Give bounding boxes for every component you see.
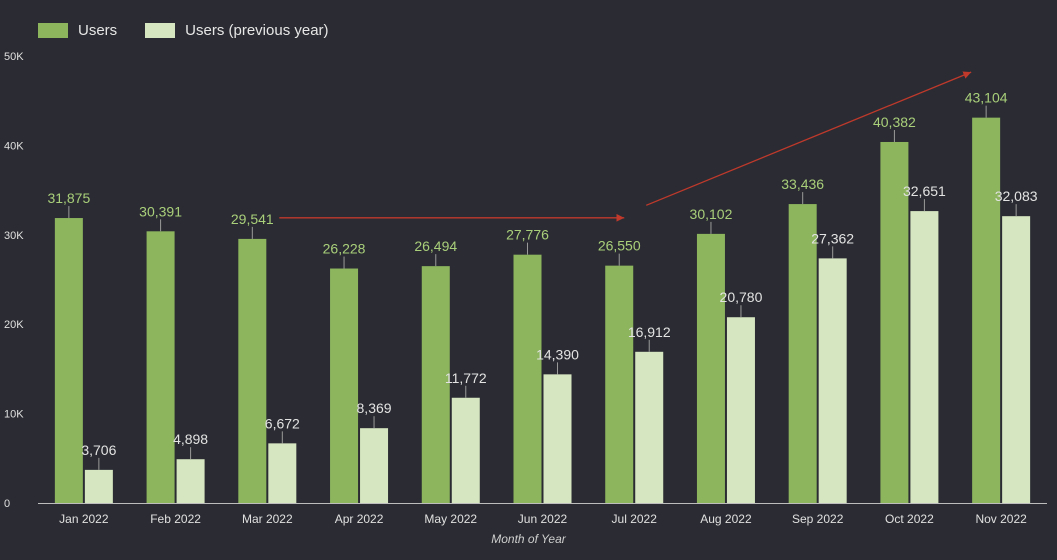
data-label: 33,436	[781, 176, 824, 192]
legend-swatch-users-previous-year	[145, 23, 176, 38]
legend-label-users: Users	[78, 22, 118, 39]
data-label: 43,104	[965, 90, 1008, 106]
y-tick-label: 50K	[4, 51, 24, 63]
data-label: 20,780	[720, 289, 763, 305]
x-axis-title: Month of Year	[491, 532, 566, 546]
bar-users	[421, 266, 450, 503]
data-label: 27,362	[811, 230, 854, 246]
bar-users-previous-year	[360, 428, 389, 503]
bar-users	[605, 265, 634, 503]
x-tick-label: Sep 2022	[792, 512, 844, 526]
legend-label-users-previous-year: Users (previous year)	[185, 22, 329, 39]
y-tick-label: 0	[4, 498, 10, 510]
legend: Users Users (previous year)	[38, 22, 343, 39]
legend-item-users-previous-year[interactable]: Users (previous year)	[145, 22, 329, 39]
bar-users	[238, 238, 267, 504]
bar-users	[146, 231, 175, 504]
y-tick-label: 40K	[4, 140, 24, 152]
data-label: 6,672	[265, 415, 300, 431]
bar-users	[696, 233, 725, 503]
x-tick-label: Oct 2022	[885, 512, 934, 526]
x-tick-label: Jul 2022	[612, 512, 658, 526]
data-label: 11,772	[445, 370, 487, 386]
bar-users-previous-year	[635, 351, 664, 503]
bar-users	[972, 117, 1001, 503]
bar-users	[880, 141, 909, 503]
x-tick-label: Aug 2022	[700, 512, 752, 526]
bar-users-previous-year	[818, 258, 847, 503]
bar-users	[54, 218, 83, 503]
data-label: 26,494	[414, 238, 457, 254]
bar-users	[513, 254, 542, 503]
x-tick-label: Mar 2022	[242, 512, 293, 526]
data-label: 8,369	[357, 400, 392, 416]
data-label: 27,776	[506, 227, 549, 243]
data-label: 32,083	[995, 188, 1038, 204]
data-label: 14,390	[536, 346, 579, 362]
bar-users-previous-year	[176, 459, 205, 503]
data-label: 40,382	[873, 114, 916, 130]
y-tick-label: 30K	[4, 230, 24, 242]
x-tick-label: Apr 2022	[335, 512, 384, 526]
data-label: 4,898	[173, 431, 208, 447]
bar-users-previous-year	[543, 374, 572, 503]
legend-swatch-users	[38, 23, 68, 38]
data-label: 30,102	[690, 206, 733, 222]
bar-users-previous-year	[268, 443, 297, 503]
data-label: 26,228	[323, 241, 366, 257]
bar-users	[788, 204, 817, 503]
x-tick-label: Feb 2022	[150, 512, 201, 526]
bar-users-previous-year	[726, 317, 755, 503]
data-label: 16,912	[628, 324, 671, 340]
y-tick-label: 10K	[4, 409, 24, 421]
data-label: 30,391	[139, 203, 182, 219]
bar-users	[330, 268, 359, 503]
bar-users-previous-year	[910, 211, 939, 503]
bar-users-previous-year	[451, 397, 480, 503]
data-label: 26,550	[598, 238, 641, 254]
data-label: 3,706	[81, 442, 116, 458]
data-label: 32,651	[903, 183, 946, 199]
bar-users-previous-year	[84, 469, 113, 503]
x-tick-label: May 2022	[424, 512, 477, 526]
y-tick-label: 20K	[4, 319, 24, 331]
x-tick-label: Nov 2022	[975, 512, 1027, 526]
trend-arrow	[645, 71, 972, 206]
data-label: 31,875	[47, 190, 90, 206]
x-tick-label: Jan 2022	[59, 512, 109, 526]
data-label: 29,541	[231, 211, 274, 227]
legend-item-users[interactable]: Users	[38, 22, 117, 39]
x-tick-label: Jun 2022	[518, 512, 568, 526]
bar-users-previous-year	[1002, 216, 1031, 503]
